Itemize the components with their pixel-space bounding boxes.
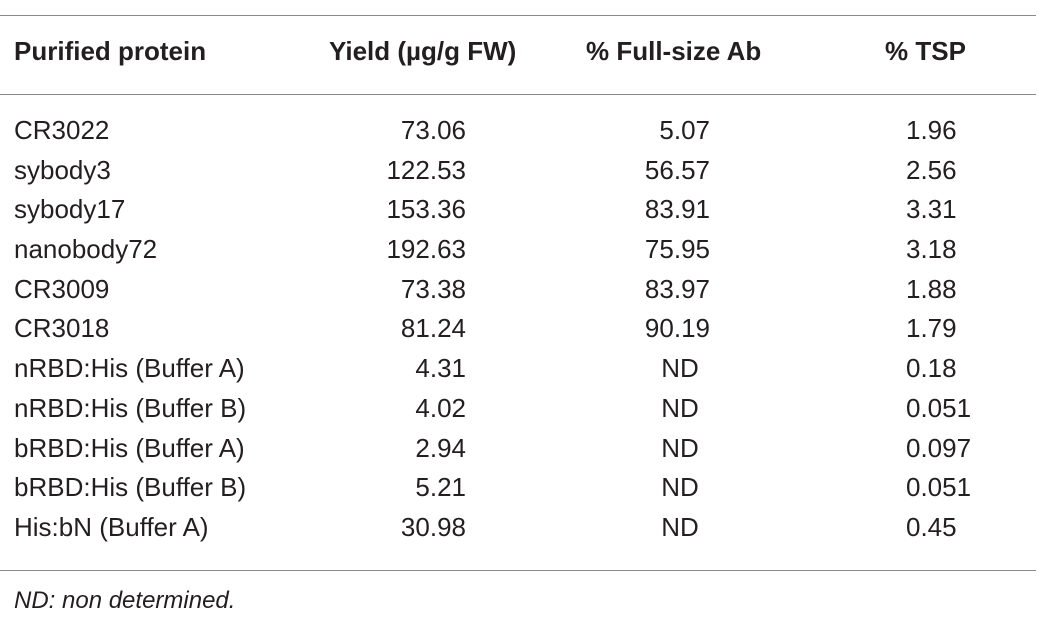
cell-tsp: 0.097 bbox=[906, 432, 972, 463]
header-tsp: % TSP bbox=[885, 36, 966, 66]
table-header-row: Purified protein Yield (µg/g FW) % Full-… bbox=[0, 36, 1050, 72]
table-header-rule bbox=[0, 94, 1036, 95]
cell-tsp: 0.18 bbox=[906, 353, 957, 384]
table-body: CR3022 73.06 5.07 1.96 sybody3 122.53 56.57 2.5… bbox=[0, 115, 1050, 552]
cell-tsp: 0.45 bbox=[906, 511, 957, 542]
cell-purified-protein: nRBD:His (Buffer B) bbox=[14, 392, 247, 423]
cell-full-size-ab: 5.07 bbox=[659, 115, 710, 145]
cell-tsp: 1.88 bbox=[906, 273, 957, 304]
cell-full-size-ab: ND bbox=[661, 392, 699, 423]
cell-purified-protein: nanobody72 bbox=[14, 234, 158, 265]
table-bottom-rule bbox=[0, 570, 1036, 571]
table-row: sybody3 122.53 56.57 2.56 bbox=[0, 155, 1050, 195]
cell-yield: 4.02 bbox=[415, 392, 466, 423]
table-row: nanobody72 192.63 75.95 3.18 bbox=[0, 234, 1050, 274]
cell-purified-protein: sybody3 bbox=[14, 154, 111, 185]
cell-tsp: 1.79 bbox=[906, 313, 957, 344]
cell-yield: 73.38 bbox=[400, 273, 466, 304]
cell-yield: 4.31 bbox=[415, 353, 466, 384]
cell-full-size-ab: 75.95 bbox=[644, 234, 710, 265]
cell-full-size-ab: 90.19 bbox=[644, 313, 710, 344]
cell-yield: 5.21 bbox=[415, 472, 466, 503]
table-row: CR3009 73.38 83.97 1.88 bbox=[0, 274, 1050, 314]
header-purified-protein: Purified protein bbox=[14, 36, 207, 66]
cell-tsp: 3.18 bbox=[906, 234, 957, 265]
table-row: bRBD:His (Buffer B) 5.21 ND 0.051 bbox=[0, 472, 1050, 512]
cell-yield: 2.94 bbox=[415, 432, 466, 463]
cell-purified-protein: bRBD:His (Buffer B) bbox=[14, 472, 247, 503]
cell-full-size-ab: ND bbox=[661, 511, 699, 542]
cell-yield: 81.24 bbox=[400, 313, 466, 344]
header-yield: Yield (µg/g FW) bbox=[329, 36, 517, 66]
cell-purified-protein: CR3018 bbox=[14, 313, 110, 344]
cell-yield: 122.53 bbox=[386, 154, 466, 185]
cell-tsp: 1.96 bbox=[906, 115, 957, 145]
table-footnote: ND: non determined. bbox=[14, 587, 236, 614]
cell-tsp: 3.31 bbox=[906, 194, 957, 225]
cell-purified-protein: bRBD:His (Buffer A) bbox=[14, 432, 245, 463]
cell-tsp: 2.56 bbox=[906, 154, 957, 185]
table-row: bRBD:His (Buffer A) 2.94 ND 0.097 bbox=[0, 433, 1050, 473]
cell-full-size-ab: ND bbox=[661, 472, 699, 503]
cell-yield: 73.06 bbox=[400, 115, 466, 145]
cell-tsp: 0.051 bbox=[906, 472, 972, 503]
cell-yield: 30.98 bbox=[400, 511, 466, 542]
cell-full-size-ab: 83.91 bbox=[644, 194, 710, 225]
cell-tsp: 0.051 bbox=[906, 392, 972, 423]
cell-purified-protein: nRBD:His (Buffer A) bbox=[14, 353, 245, 384]
cell-full-size-ab: ND bbox=[661, 432, 699, 463]
cell-purified-protein: sybody17 bbox=[14, 194, 126, 225]
cell-full-size-ab: 56.57 bbox=[644, 154, 710, 185]
table-row: CR3022 73.06 5.07 1.96 bbox=[0, 115, 1050, 155]
table-row: nRBD:His (Buffer A) 4.31 ND 0.18 bbox=[0, 353, 1050, 393]
table-row: CR3018 81.24 90.19 1.79 bbox=[0, 313, 1050, 353]
table-row: His:bN (Buffer A) 30.98 ND 0.45 bbox=[0, 512, 1050, 552]
cell-purified-protein: CR3022 bbox=[14, 115, 110, 145]
table-row: nRBD:His (Buffer B) 4.02 ND 0.051 bbox=[0, 393, 1050, 433]
header-full-size-ab: % Full-size Ab bbox=[586, 36, 762, 66]
cell-purified-protein: CR3009 bbox=[14, 273, 110, 304]
cell-yield: 153.36 bbox=[386, 194, 466, 225]
cell-purified-protein: His:bN (Buffer A) bbox=[14, 511, 209, 542]
table-top-rule bbox=[0, 15, 1036, 16]
table-row: sybody17 153.36 83.91 3.31 bbox=[0, 194, 1050, 234]
cell-full-size-ab: 83.97 bbox=[644, 273, 710, 304]
cell-full-size-ab: ND bbox=[661, 353, 699, 384]
cell-yield: 192.63 bbox=[386, 234, 466, 265]
